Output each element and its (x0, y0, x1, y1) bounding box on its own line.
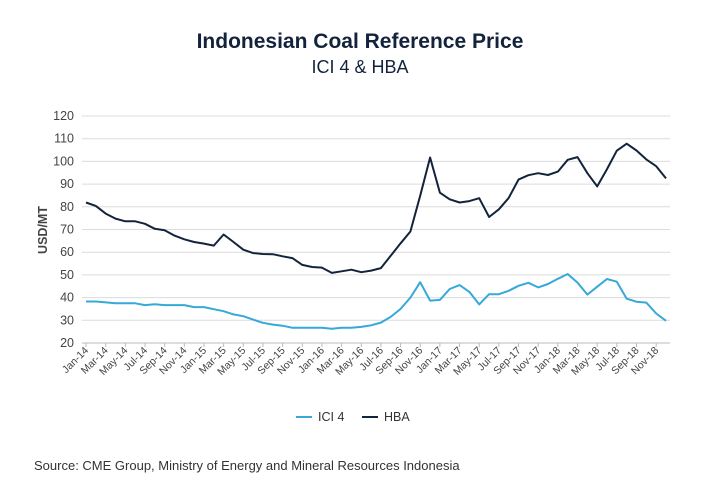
y-tick-label: 70 (60, 223, 74, 237)
y-tick-label: 80 (60, 200, 74, 214)
y-tick-label: 50 (60, 268, 74, 282)
y-axis-label: USD/MT (36, 206, 50, 254)
series-line-ici-4 (86, 273, 667, 330)
legend-label: ICI 4 (318, 410, 344, 424)
chart-subtitle: ICI 4 & HBA (311, 57, 409, 77)
chart-title: Indonesian Coal Reference Price (196, 30, 524, 53)
legend-label: HBA (384, 410, 410, 424)
y-tick-label: 100 (53, 154, 74, 168)
y-tick-label: 110 (54, 132, 74, 146)
y-tick-label: 120 (53, 109, 74, 123)
source-note: Source: CME Group, Ministry of Energy an… (34, 458, 460, 473)
y-tick-label: 30 (60, 313, 74, 327)
y-tick-label: 90 (60, 177, 74, 191)
y-tick-label: 20 (60, 336, 74, 350)
y-tick-label: 40 (60, 291, 74, 305)
y-tick-label: 60 (60, 245, 74, 259)
series-line-hba (85, 142, 667, 274)
